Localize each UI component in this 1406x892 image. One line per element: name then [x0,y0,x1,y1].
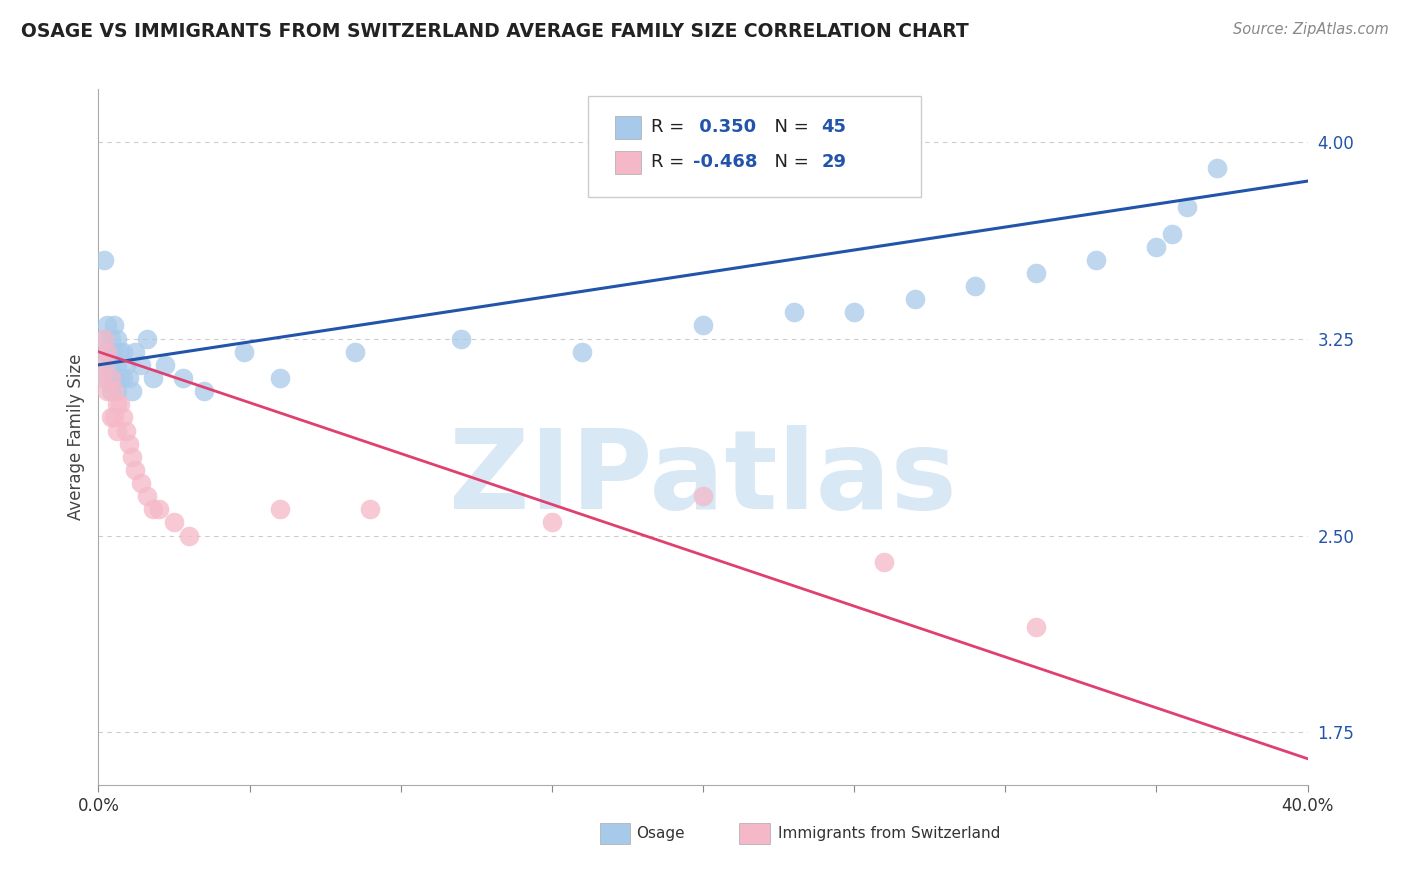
Point [873,555,896,569]
Point [153,358,176,372]
Point [121,450,143,464]
Point [93,358,115,372]
Point [692,489,714,503]
Point [108,397,131,411]
Point [179,528,201,542]
Point [103,410,125,425]
Point [100,410,122,425]
Point [105,332,128,346]
Point [904,292,927,306]
Point [96,344,118,359]
Point [1175,200,1198,214]
Point [96,384,118,398]
Point [114,424,136,438]
Text: Osage: Osage [637,826,685,841]
Text: 29: 29 [821,153,846,171]
Point [1160,227,1182,241]
Text: Immigrants from Switzerland: Immigrants from Switzerland [778,826,1000,841]
Point [1144,240,1167,254]
FancyBboxPatch shape [588,96,921,197]
Point [118,436,141,450]
Point [124,463,146,477]
Point [269,371,291,385]
Point [111,410,134,425]
Point [783,305,806,319]
Point [142,502,165,516]
Point [1024,266,1046,280]
Point [540,516,562,530]
Point [965,279,987,293]
Text: N =: N = [763,153,810,171]
Point [103,384,125,398]
Point [105,424,128,438]
Point [93,252,115,267]
Point [193,384,215,398]
Point [1085,252,1108,267]
Point [108,344,131,359]
Point [108,371,131,385]
Point [93,332,115,346]
Point [105,397,128,411]
Point [100,371,122,385]
Point [232,344,254,359]
Bar [740,823,769,844]
Point [96,371,118,385]
Text: R =: R = [651,119,685,136]
Point [129,476,152,491]
Text: Source: ZipAtlas.com: Source: ZipAtlas.com [1233,22,1389,37]
Point [844,305,866,319]
Point [1024,620,1046,634]
Point [129,358,152,372]
Point [100,384,122,398]
Text: OSAGE VS IMMIGRANTS FROM SWITZERLAND AVERAGE FAMILY SIZE CORRELATION CHART: OSAGE VS IMMIGRANTS FROM SWITZERLAND AVE… [21,22,969,41]
Point [114,358,136,372]
Point [172,371,194,385]
Bar [614,116,641,139]
Text: 0.350: 0.350 [693,119,756,136]
Point [96,344,118,359]
Point [90,371,112,385]
Text: ZIPatlas: ZIPatlas [449,425,957,533]
Point [93,332,115,346]
Point [135,332,157,346]
Text: R =: R = [651,153,685,171]
Y-axis label: Average Family Size: Average Family Size [66,354,84,520]
Point [90,358,112,372]
Point [269,502,291,516]
Bar [614,151,641,174]
Text: -0.468: -0.468 [693,153,758,171]
Text: N =: N = [763,119,810,136]
Point [124,344,146,359]
Point [96,318,118,333]
Point [100,358,122,372]
Point [111,344,134,359]
Point [571,344,593,359]
Point [100,332,122,346]
Point [121,384,143,398]
Point [103,371,125,385]
Point [105,358,128,372]
Point [118,371,141,385]
Point [360,502,382,516]
Point [163,516,186,530]
Point [1206,161,1229,175]
Text: 45: 45 [821,119,846,136]
Point [148,502,170,516]
Point [142,371,165,385]
Point [344,344,367,359]
Bar [600,823,630,844]
Point [103,344,125,359]
Point [111,371,134,385]
Point [450,332,472,346]
Point [692,318,714,333]
Point [135,489,157,503]
Point [105,384,128,398]
Point [103,318,125,333]
